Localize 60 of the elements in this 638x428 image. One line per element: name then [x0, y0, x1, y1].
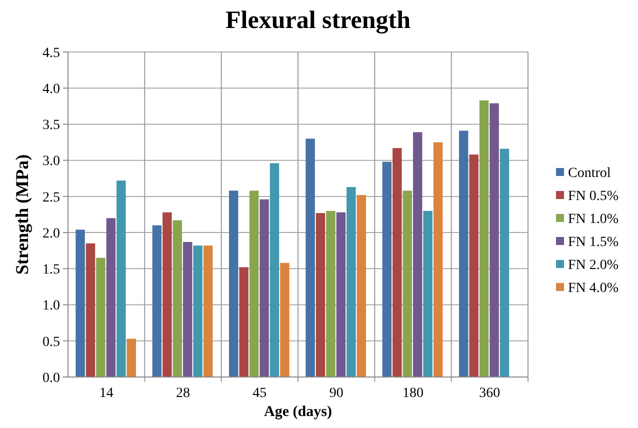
- bar: [162, 212, 172, 377]
- bar: [402, 190, 412, 377]
- bar: [469, 154, 478, 377]
- bar: [316, 213, 326, 377]
- y-tick-label: 0.0: [42, 370, 60, 386]
- bar: [423, 210, 432, 377]
- legend-label: FN 1.5%: [568, 234, 619, 250]
- y-tick-label: 3.5: [42, 118, 60, 134]
- bar: [413, 132, 422, 377]
- x-axis-title: Age (days): [264, 404, 332, 420]
- bar: [356, 195, 366, 377]
- bar: [152, 225, 162, 377]
- bar: [280, 262, 290, 377]
- x-tick-label: 28: [176, 386, 190, 401]
- chart-title: Flexural strength: [226, 7, 411, 34]
- bar: [86, 243, 96, 377]
- y-tick-label: 2.5: [42, 190, 60, 206]
- bar: [479, 100, 489, 377]
- y-tick-label: 4.5: [42, 46, 60, 61]
- y-tick-label: 3.0: [42, 154, 60, 170]
- bar: [270, 163, 280, 377]
- bar: [249, 190, 259, 377]
- bar: [116, 180, 126, 377]
- bar: [392, 148, 402, 377]
- x-tick-label: 45: [252, 386, 267, 401]
- y-tick-label: 1.0: [42, 298, 60, 314]
- x-tick-label: 90: [329, 386, 344, 401]
- bar: [326, 210, 336, 377]
- legend-label: FN 4.0%: [568, 280, 619, 296]
- x-tick-label: 14: [99, 386, 114, 401]
- bar: [306, 138, 315, 377]
- legend-label: FN 0.5%: [568, 188, 619, 204]
- x-tick-label: 180: [402, 386, 424, 401]
- bar: [433, 142, 443, 377]
- y-tick-label: 0.5: [42, 334, 60, 350]
- legend-label: FN 1.0%: [568, 212, 619, 227]
- bar: [183, 242, 192, 377]
- y-tick-label: 4.0: [42, 82, 60, 98]
- bar: [260, 199, 269, 377]
- legend-label: FN 2.0%: [568, 258, 619, 273]
- bar: [203, 246, 213, 377]
- bar: [96, 258, 106, 377]
- legend-label: Control: [568, 166, 611, 181]
- bar: [500, 148, 510, 377]
- bar: [229, 190, 238, 377]
- bar: [76, 230, 85, 377]
- bar: [126, 338, 136, 377]
- bar: [239, 267, 248, 377]
- bar: [106, 218, 116, 377]
- bar: [459, 130, 468, 377]
- bar: [382, 162, 392, 377]
- bar: [346, 187, 356, 377]
- bar: [172, 220, 182, 377]
- bar: [490, 103, 499, 377]
- y-axis-title: Strength (MPa): [12, 154, 32, 275]
- bar: [336, 212, 346, 377]
- y-tick-label: 2.0: [42, 226, 60, 242]
- y-tick-label: 1.5: [42, 262, 60, 278]
- bar: [193, 246, 202, 377]
- x-tick-label: 360: [479, 386, 500, 401]
